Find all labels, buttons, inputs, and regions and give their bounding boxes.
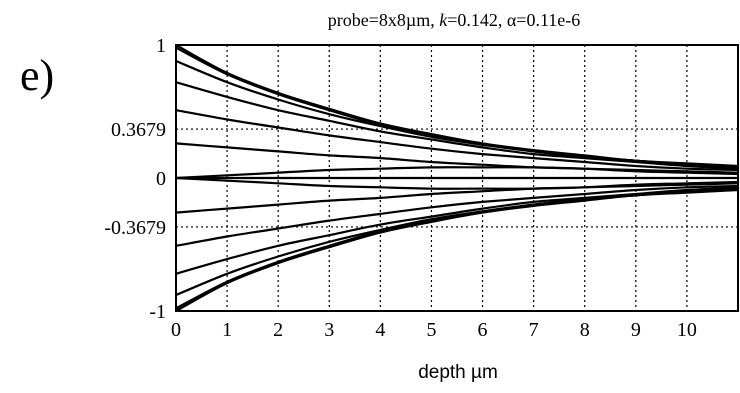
x-tick-label: 5 xyxy=(426,319,436,341)
x-tick-labels: 0 1 2 3 4 5 6 7 8 9 10 xyxy=(171,319,697,341)
chart-title-part: =0.142, α=0.11e-6 xyxy=(447,10,580,30)
x-tick-label: 1 xyxy=(222,319,232,341)
y-tick-label: 1 xyxy=(156,35,166,57)
x-tick-label: 9 xyxy=(631,319,641,341)
panel-label: e) xyxy=(20,51,54,100)
y-tick-labels: -1 -0.3679 0 0.3679 1 xyxy=(104,35,166,323)
x-tick-label: 2 xyxy=(273,319,283,341)
x-tick-label: 0 xyxy=(171,319,181,341)
chart-title-part: probe=8x8µm, xyxy=(328,10,440,30)
x-tick-label: 4 xyxy=(375,319,385,341)
x-tick-label: 6 xyxy=(478,319,488,341)
x-tick-label: 8 xyxy=(580,319,590,341)
y-tick-label: 0 xyxy=(156,168,166,190)
x-tick-label: 3 xyxy=(324,319,334,341)
y-tick-label: 0.3679 xyxy=(111,119,166,141)
x-axis-label: depth µm xyxy=(418,362,498,383)
x-tick-label: 10 xyxy=(677,319,697,341)
chart-title: probe=8x8µm, k=0.142, α=0.11e-6 xyxy=(328,10,581,30)
y-tick-label: -0.3679 xyxy=(104,217,166,239)
x-tick-label: 7 xyxy=(529,319,539,341)
y-tick-label: -1 xyxy=(149,301,166,323)
series-group xyxy=(176,45,738,311)
